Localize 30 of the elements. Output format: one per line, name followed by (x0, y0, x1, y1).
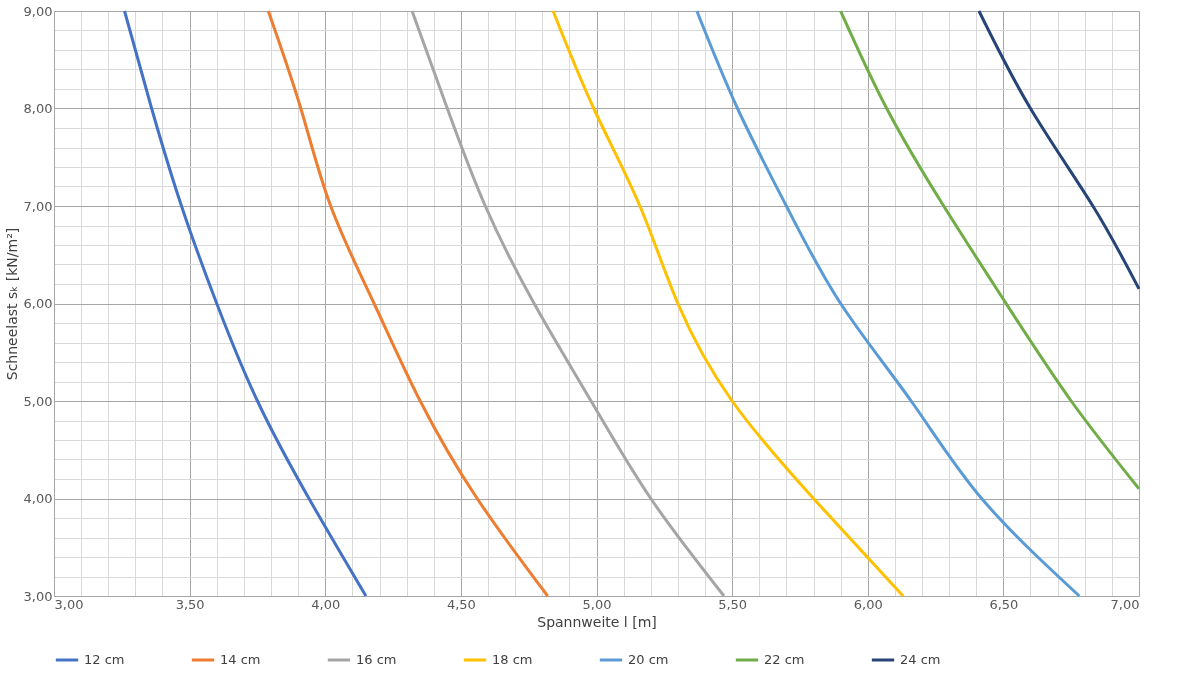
legend-label: 22 cm (764, 652, 805, 667)
legend-label: 14 cm (220, 652, 261, 667)
x-tick-label: 4,00 (311, 596, 341, 612)
x-tick-label: 5,50 (718, 596, 748, 612)
x-tick-label: 6,00 (853, 596, 883, 612)
legend-label: 20 cm (628, 652, 669, 667)
legend-label: 18 cm (492, 652, 533, 667)
x-tick-label: 3,00 (54, 596, 84, 612)
x-tick-label: 6,50 (989, 596, 1019, 612)
line-series (695, 9, 1081, 598)
legend-label: 24 cm (900, 652, 941, 667)
y-tick-label: 9,00 (23, 3, 53, 19)
legend-label: 12 cm (84, 652, 125, 667)
line-series (123, 9, 368, 598)
line-series (266, 9, 550, 598)
y-tick-label: 7,00 (23, 198, 53, 214)
y-tick-label: 8,00 (23, 101, 53, 116)
y-tick-label: 6,00 (23, 296, 53, 311)
x-axis-title: Spannweite l [m] (537, 613, 657, 630)
x-tick-label: 7,00 (1110, 596, 1140, 612)
legend-label: 16 cm (356, 652, 397, 667)
line-series (551, 9, 905, 598)
x-tick-label: 3,50 (175, 596, 205, 612)
y-tick-label: 4,00 (23, 491, 53, 506)
y-tick-label: 5,00 (23, 393, 53, 409)
line-series (839, 9, 1141, 491)
x-tick-label: 4,50 (446, 596, 476, 612)
y-axis-title: Schneelast sₖ [kN/m²] (3, 227, 20, 381)
x-tick-label: 5,00 (582, 596, 612, 612)
line-series (977, 9, 1141, 291)
